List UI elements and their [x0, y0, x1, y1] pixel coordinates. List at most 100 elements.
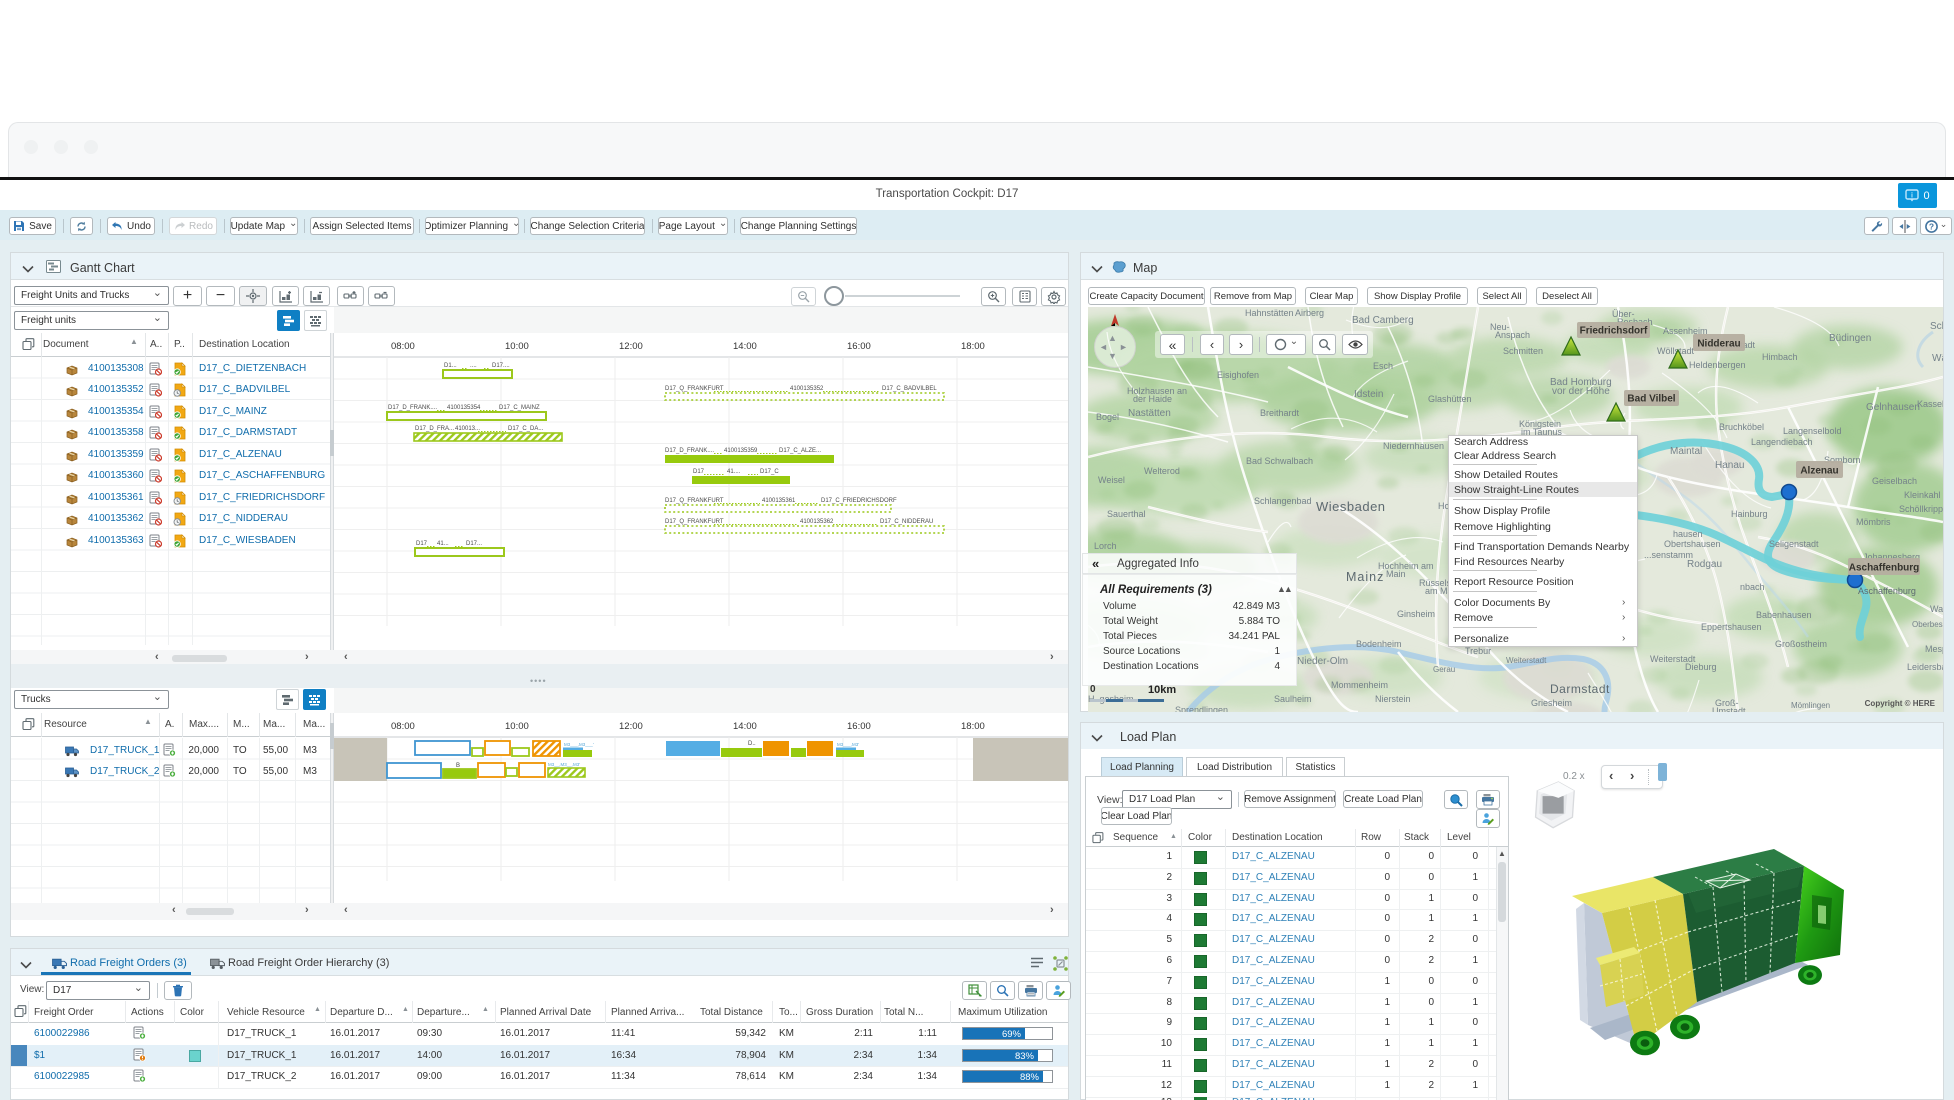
svg-text:Eisighofen: Eisighofen — [1217, 370, 1259, 380]
svg-text:Mommenheim: Mommenheim — [1331, 680, 1388, 690]
svg-text:D..: D.. — [748, 741, 756, 747]
svg-text:14:00: 14:00 — [733, 721, 757, 732]
svg-text:Bad Camberg: Bad Camberg — [1352, 315, 1414, 326]
svg-text:am Mai: am Mai — [1425, 586, 1455, 596]
svg-text:Anspach: Anspach — [1495, 330, 1530, 340]
svg-text:Copyright © HERE: Copyright © HERE — [1865, 699, 1936, 708]
svg-text:D17_C_ALZE...: D17_C_ALZE... — [779, 448, 821, 454]
svg-text:Mespelbru: Mespelbru — [1925, 644, 1943, 654]
svg-text:Umstadt: Umstadt — [1712, 706, 1746, 712]
svg-text:Königstein: Königstein — [1519, 419, 1561, 429]
svg-text:Bad Homburg: Bad Homburg — [1550, 377, 1612, 388]
svg-text:vor der Höhe: vor der Höhe — [1552, 386, 1610, 397]
svg-text:Weisel: Weisel — [1098, 475, 1125, 485]
svg-text:Nastätten: Nastätten — [1128, 408, 1171, 419]
svg-text:D17_C_FRIEDRICHSDORF: D17_C_FRIEDRICHSDORF — [821, 498, 897, 504]
svg-text:Sauerthal: Sauerthal — [1107, 509, 1146, 519]
svg-text:4100135359: 4100135359 — [724, 448, 758, 454]
svg-text:Bad Schwalbach: Bad Schwalbach — [1246, 456, 1313, 466]
svg-text:D1...: D1... — [444, 363, 457, 369]
svg-text:41...: 41... — [437, 541, 449, 547]
svg-text:12:00: 12:00 — [619, 341, 643, 352]
svg-text:Bodenheim: Bodenheim — [1356, 639, 1402, 649]
svg-text:D17_C_BADVILBEL: D17_C_BADVILBEL — [882, 386, 937, 392]
svg-text:Kassel: Kassel — [1917, 399, 1943, 409]
svg-text:Trebur: Trebur — [1465, 646, 1491, 656]
svg-text:12:00: 12:00 — [619, 721, 643, 732]
svg-text:Großostheim: Großostheim — [1775, 639, 1827, 649]
svg-text:Johannesberg: Johannesberg — [1863, 552, 1920, 562]
svg-text:D17_C_NIDDERAU: D17_C_NIDDERAU — [880, 519, 933, 525]
svg-text:Langenselbold: Langenselbold — [1783, 426, 1842, 436]
svg-text:Himbach: Himbach — [1762, 352, 1798, 362]
svg-text:Idstein: Idstein — [1354, 389, 1383, 400]
svg-text:Eppertshausen: Eppertshausen — [1701, 622, 1762, 632]
svg-text:Babenhausen: Babenhausen — [1756, 610, 1812, 620]
svg-text:Weiterstadt: Weiterstadt — [1650, 654, 1696, 664]
svg-text:D17_D_FRANK....: D17_D_FRANK.... — [388, 405, 437, 411]
svg-text:Aschaffenburg: Aschaffenburg — [1849, 563, 1920, 574]
svg-text:4100135354: 4100135354 — [447, 405, 481, 411]
svg-text:Assenheim: Assenheim — [1663, 326, 1708, 336]
svg-text:4100135352: 4100135352 — [790, 386, 824, 392]
svg-text:14:00: 14:00 — [733, 341, 757, 352]
svg-text:hausen: hausen — [1673, 529, 1703, 539]
svg-text:Airberg: Airberg — [1295, 308, 1324, 318]
svg-text:Glashütten: Glashütten — [1428, 394, 1472, 404]
svg-text:Bogel: Bogel — [1096, 412, 1119, 422]
svg-text:D17_D_FRANK....: D17_D_FRANK.... — [665, 448, 714, 454]
svg-text:M3__,M3__,M3': M3__,M3__,M3' — [548, 762, 580, 767]
svg-text:10:00: 10:00 — [505, 721, 529, 732]
svg-text:D17: D17 — [416, 541, 428, 547]
svg-text:Oberbessenbach: Oberbessenbach — [1912, 620, 1943, 629]
svg-text:41....: 41.... — [727, 469, 741, 475]
svg-text:16:00: 16:00 — [847, 721, 871, 732]
svg-text:Mömlingen: Mömlingen — [1791, 701, 1830, 710]
svg-text:Rüsselsh: Rüsselsh — [1419, 578, 1456, 588]
svg-text:Hainburg: Hainburg — [1731, 509, 1768, 519]
svg-text:Nidderau: Nidderau — [1697, 339, 1740, 350]
svg-text:...senstamm: ...senstamm — [1644, 550, 1693, 560]
svg-text:Rodgau: Rodgau — [1687, 559, 1722, 570]
svg-text:Seligenstadt: Seligenstadt — [1769, 539, 1819, 549]
svg-text:Nierstein: Nierstein — [1375, 694, 1411, 704]
svg-text:D17_C_MAINZ: D17_C_MAINZ — [499, 405, 540, 411]
svg-text:i: i — [1911, 193, 1913, 200]
svg-text:....: .... — [470, 363, 477, 369]
svg-text:M3___,M3___': M3___,M3___' — [564, 742, 594, 747]
svg-text:D17...: D17... — [466, 541, 482, 547]
svg-text:im Taunus: im Taunus — [1521, 427, 1562, 437]
svg-text:D17_C: D17_C — [760, 469, 779, 475]
svg-text:Geiselbach: Geiselbach — [1872, 476, 1917, 486]
svg-text:?: ? — [1929, 221, 1934, 231]
svg-text:Weiterstadt: Weiterstadt — [1506, 656, 1547, 665]
svg-text:Somborn: Somborn — [1824, 455, 1861, 465]
svg-text:16:00: 16:00 — [847, 341, 871, 352]
svg-text:D17_Q_FRANKFURT: D17_Q_FRANKFURT — [665, 519, 724, 525]
svg-text:Nieder-Olm: Nieder-Olm — [1297, 656, 1348, 667]
svg-text:M3___,M3': M3___,M3' — [837, 742, 859, 747]
svg-text:10:00: 10:00 — [505, 341, 529, 352]
svg-text:Breithardt: Breithardt — [1260, 408, 1300, 418]
svg-text:Groß-: Groß- — [1715, 698, 1739, 708]
svg-text:Niedernhausen: Niedernhausen — [1383, 441, 1444, 451]
svg-text:Bruchköbel: Bruchköbel — [1719, 422, 1764, 432]
svg-text:18:00: 18:00 — [961, 721, 985, 732]
svg-text:B: B — [456, 763, 460, 769]
svg-text:nbach: nbach — [1740, 582, 1765, 592]
svg-text:Aschaffenburg: Aschaffenburg — [1858, 586, 1916, 596]
svg-text:Schlierba: Schlierba — [1930, 321, 1943, 332]
svg-text:Darmstadt: Darmstadt — [1550, 682, 1610, 696]
svg-text:Schlangenbad: Schlangenbad — [1254, 496, 1312, 506]
svg-text:08:00: 08:00 — [391, 341, 415, 352]
svg-text:Welterod: Welterod — [1144, 466, 1180, 476]
svg-text:Main: Main — [1386, 569, 1406, 579]
svg-text:Mainz: Mainz — [1346, 570, 1384, 584]
svg-text:4100135361: 4100135361 — [762, 498, 796, 504]
svg-text:Ginsheim: Ginsheim — [1397, 609, 1435, 619]
svg-text:Obertshausen: Obertshausen — [1664, 539, 1721, 549]
svg-text:Mömbris: Mömbris — [1856, 517, 1891, 527]
svg-text:410013...: 410013... — [455, 426, 480, 432]
svg-text:Hahnstätten: Hahnstätten — [1245, 308, 1294, 318]
svg-text:D17_Q_FRANKFURT: D17_Q_FRANKFURT — [665, 386, 724, 392]
